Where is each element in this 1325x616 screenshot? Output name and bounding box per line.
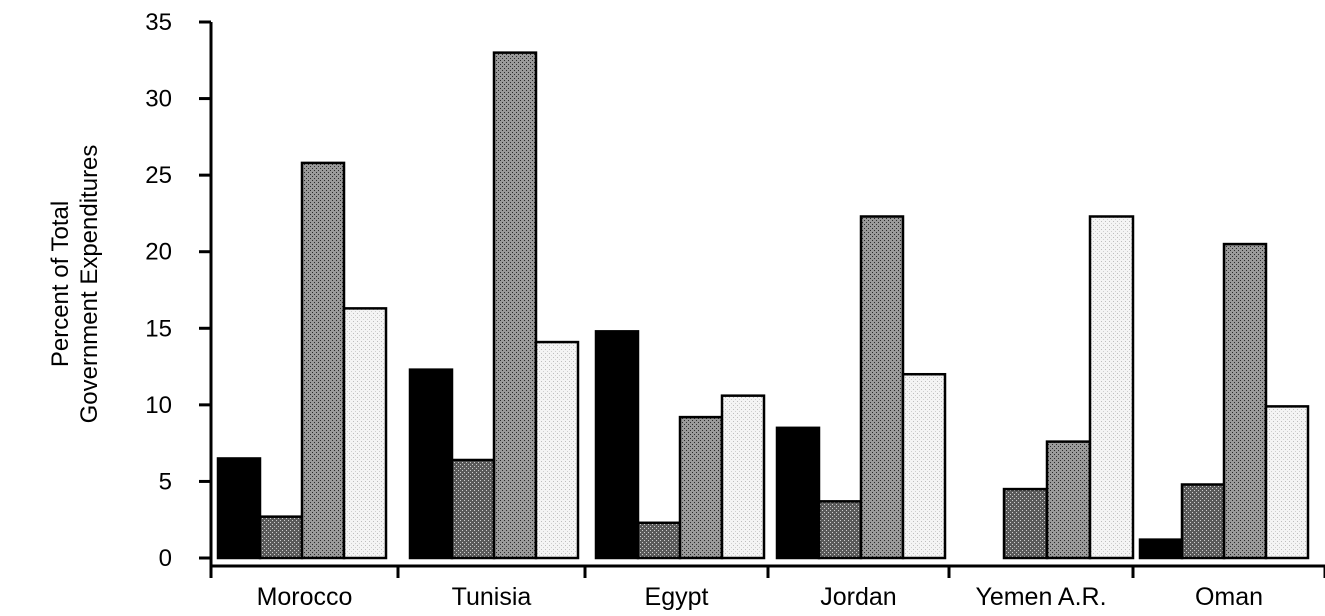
y-tick-label: 10 [145, 392, 172, 419]
bar-morocco-3 [300, 161, 346, 560]
bar-jordan-3 [859, 215, 905, 560]
bar-jordan-2 [817, 500, 863, 560]
bar-morocco-1 [216, 457, 262, 560]
bar-morocco-2 [258, 515, 304, 560]
bar-egypt-4 [720, 394, 766, 560]
bar-tunisia-4 [534, 340, 580, 560]
y-tick-label: 25 [145, 162, 172, 189]
x-tick-label: Egypt [645, 583, 709, 611]
bar-yemen-a-r-2 [1002, 487, 1049, 560]
x-tick-label: Oman [1195, 583, 1263, 611]
bar-tunisia-1 [408, 368, 454, 560]
x-tick-label: Tunisia [452, 583, 532, 611]
bar-yemen-a-r-3 [1045, 440, 1092, 560]
y-tick-label: 5 [159, 468, 172, 495]
x-tick-label: Jordan [820, 583, 896, 611]
bar-oman-1 [1138, 538, 1184, 560]
y-tick-label: 20 [145, 239, 172, 266]
bar-tunisia-2 [450, 458, 496, 560]
x-tick-label: Yemen A.R. [975, 583, 1106, 611]
bar-egypt-3 [678, 415, 724, 560]
y-tick-label: 35 [145, 9, 172, 36]
bar-oman-3 [1222, 242, 1268, 560]
bar-egypt-2 [636, 521, 682, 560]
bar-egypt-1 [594, 330, 640, 560]
y-axis-title: Percent of Total Government Expenditures [47, 145, 103, 424]
y-tick-label: 30 [145, 86, 172, 113]
bar-tunisia-3 [492, 51, 538, 560]
bars [216, 51, 1310, 560]
x-axis: Morocco Tunisia Egypt Jordan Yemen A.R. Oman [209, 564, 1325, 611]
x-tick-label: Morocco [257, 583, 353, 611]
bar-oman-4 [1264, 405, 1310, 560]
y-axis: 0 5 10 15 20 25 30 35 [145, 9, 213, 572]
bar-yemen-a-r-4 [1088, 215, 1135, 560]
y-tick-label: 0 [159, 545, 172, 572]
bar-jordan-4 [901, 372, 947, 560]
bar-oman-2 [1180, 483, 1226, 560]
y-axis-title-line-2: Government Expenditures [76, 145, 103, 424]
bar-jordan-1 [775, 426, 821, 560]
bar-morocco-4 [342, 307, 388, 560]
y-tick-label: 15 [145, 315, 172, 342]
y-axis-title-line-1: Percent of Total [47, 201, 74, 367]
